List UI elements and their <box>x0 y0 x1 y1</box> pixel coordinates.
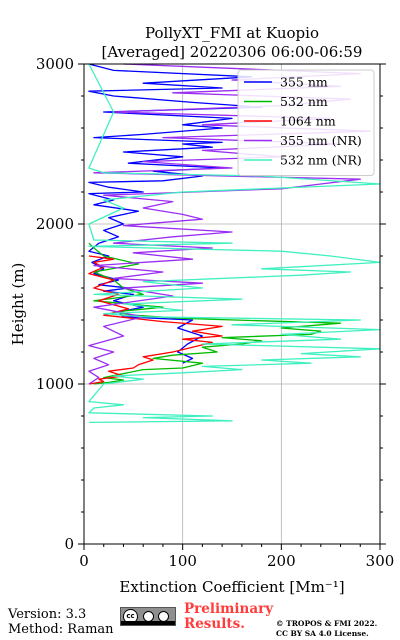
extinction-profile-chart: 0 1000 2000 3000 0 100 200 300 PollyXT_FMI at K… <box>9 24 395 596</box>
y-tick-label: 2000 <box>36 215 74 233</box>
y-tick-label: 3000 <box>36 55 74 73</box>
series-line <box>88 63 371 385</box>
x-tick-label: 300 <box>366 552 395 570</box>
legend-label: 532 nm <box>280 94 328 109</box>
method-text: Method: Raman <box>8 622 114 637</box>
series-lines <box>88 63 381 424</box>
legend-label: 355 nm (NR) <box>280 133 362 148</box>
x-tick-label: 0 <box>79 552 89 570</box>
version-text: Version: 3.3 <box>8 607 87 622</box>
legend-label: 532 nm (NR) <box>280 153 362 168</box>
x-tick-label: 100 <box>168 552 197 570</box>
series-line <box>88 63 381 424</box>
legend-label: 355 nm <box>280 75 328 90</box>
preliminary-results-note: Preliminary Results. <box>184 602 273 632</box>
legend-box <box>237 69 375 176</box>
x-axis-title: Extinction Coefficient [Mm⁻¹] <box>119 578 344 596</box>
plot-frame <box>83 63 381 545</box>
chart-subtitle: [Averaged] 20220306 06:00-06:59 <box>102 43 363 61</box>
copyright-line-2: CC BY SA 4.0 License. <box>276 629 369 638</box>
y-tick-label: 0 <box>64 535 74 553</box>
chart-title: PollyXT_FMI at Kuopio <box>145 24 319 42</box>
copyright-line-1: © TROPOS & FMI 2022. <box>276 619 378 628</box>
series-line <box>88 255 223 385</box>
axis-ticks: 0 1000 2000 3000 0 100 200 300 <box>36 55 395 570</box>
y-tick-label: 1000 <box>36 375 74 393</box>
copyright-note: © TROPOS & FMI 2022. CC BY SA 4.0 Licens… <box>276 619 377 639</box>
x-tick-label: 200 <box>267 552 296 570</box>
legend-label: 1064 nm <box>280 114 336 129</box>
cc-license-badge: cc <box>120 607 176 626</box>
y-axis-title: Height (m) <box>9 263 27 346</box>
preliminary-line-2: Results. <box>184 616 245 632</box>
legend: 355 nm 532 nm 1064 nm 355 nm (NR) 532 nm (NR… <box>237 69 375 176</box>
badge-strip <box>121 621 175 625</box>
preliminary-line-1: Preliminary <box>184 601 274 617</box>
